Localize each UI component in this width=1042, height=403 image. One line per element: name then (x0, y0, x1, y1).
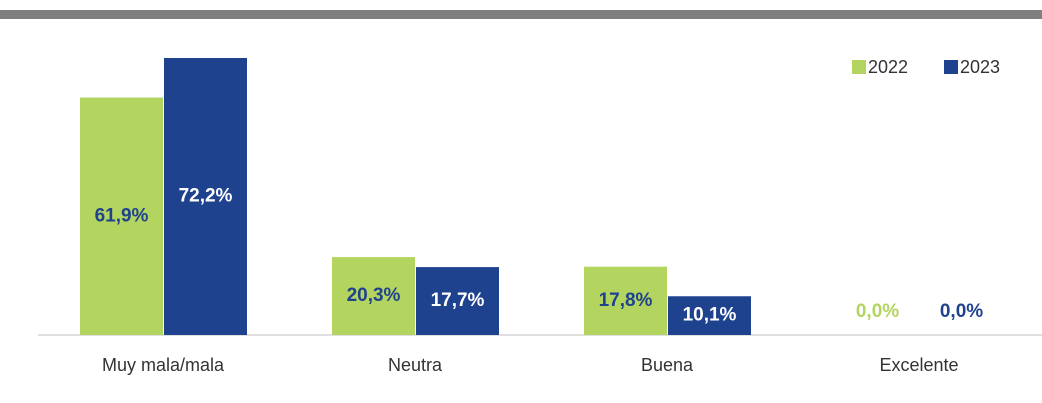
legend-swatch (944, 60, 958, 74)
x-tick-label: Muy mala/mala (102, 355, 225, 375)
legend-label: 2023 (960, 57, 1000, 77)
value-label: 72,2% (179, 186, 233, 207)
x-tick-label: Neutra (388, 355, 443, 375)
header-band (0, 10, 1042, 19)
value-label: 61,9% (95, 205, 149, 226)
legend-swatch (852, 60, 866, 74)
value-label: 17,8% (599, 290, 653, 311)
bar (332, 257, 415, 335)
bar (80, 97, 163, 335)
bar (416, 267, 499, 335)
value-label: 17,7% (431, 290, 485, 311)
value-label: 0,0% (940, 301, 983, 322)
bar (164, 58, 247, 335)
value-label: 0,0% (856, 301, 899, 322)
x-tick-label: Excelente (879, 355, 958, 375)
bar (668, 296, 751, 335)
bar (584, 266, 667, 335)
legend-label: 2022 (868, 57, 908, 77)
value-label: 10,1% (683, 305, 737, 326)
x-tick-label: Buena (641, 355, 694, 375)
value-label: 20,3% (347, 285, 401, 306)
